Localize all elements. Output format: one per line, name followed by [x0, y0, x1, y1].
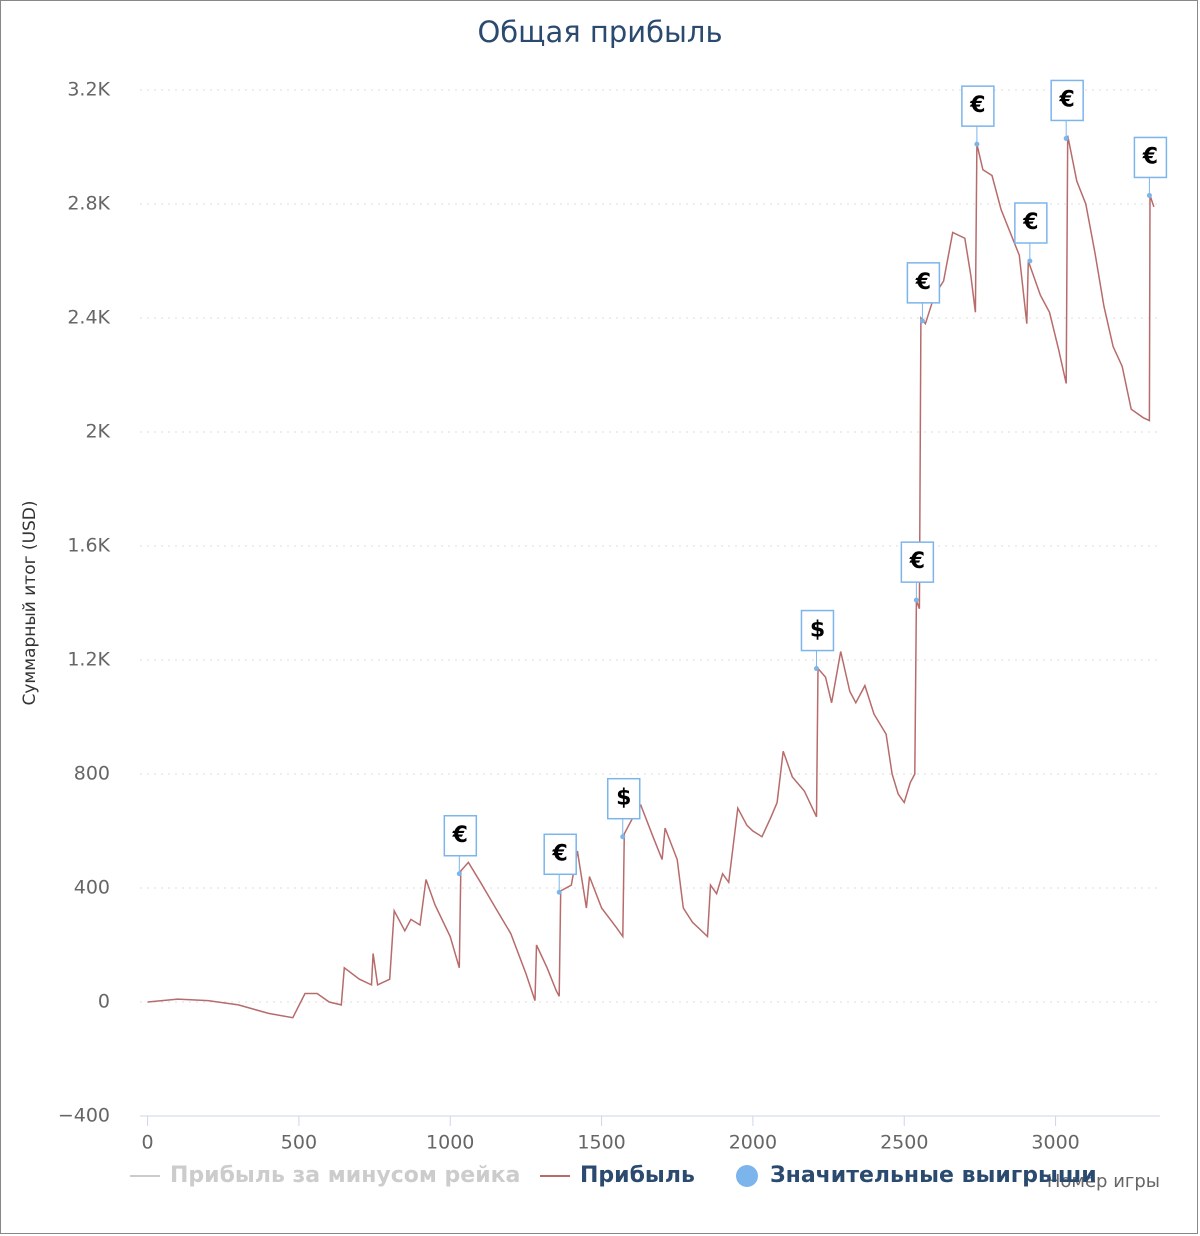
- x-axis-label: Номер игры: [1047, 1171, 1160, 1192]
- y-axis-label: Суммарный итог (USD): [20, 500, 40, 705]
- profit-line: [147, 135, 1155, 1019]
- win-point: [456, 871, 462, 877]
- win-point: [1063, 135, 1069, 141]
- flag-box: [607, 777, 641, 820]
- x-tick-label: 1500: [577, 1132, 625, 1154]
- flag-box: [961, 85, 995, 127]
- win-point: [620, 834, 626, 840]
- legend-symbol: [736, 1165, 758, 1187]
- flag-label: €: [1022, 210, 1038, 235]
- y-tick-label: −400: [58, 1105, 110, 1127]
- y-tick-label: 400: [74, 877, 110, 899]
- x-tick-label: 2000: [729, 1132, 777, 1154]
- flag-label: €: [1059, 87, 1075, 112]
- chart-title: Общая прибыль: [477, 15, 722, 49]
- win-flag: €: [1014, 202, 1048, 264]
- y-tick-label: 2.8K: [67, 193, 110, 215]
- win-point: [556, 889, 562, 895]
- win-point: [919, 318, 925, 324]
- flag-box: [900, 541, 935, 583]
- flag-label: €: [1142, 144, 1158, 169]
- x-tick-label: 2500: [880, 1132, 928, 1154]
- flag-label: €: [915, 270, 931, 295]
- x-tick-label: 3000: [1031, 1132, 1079, 1154]
- x-tick-label: 0: [142, 1132, 154, 1154]
- win-flag: €: [900, 541, 935, 603]
- legend-label[interactable]: Прибыль: [580, 1163, 695, 1188]
- flag-label: $: [810, 618, 825, 643]
- win-flag: €: [1133, 136, 1168, 198]
- x-tick-label: 1000: [426, 1132, 474, 1154]
- flag-box: [443, 815, 478, 857]
- y-tick-label: 0: [98, 991, 110, 1013]
- flag-box: [1133, 136, 1168, 179]
- win-point: [1146, 192, 1152, 198]
- flag-label: €: [552, 841, 568, 866]
- y-tick-label: 2K: [85, 421, 110, 443]
- legend-label[interactable]: Значительные выигрыши: [770, 1163, 1097, 1188]
- win-flag: €: [543, 833, 577, 895]
- win-flag: $: [800, 609, 835, 672]
- flag-box: [1014, 202, 1048, 244]
- win-point: [1027, 258, 1033, 264]
- flag-box: [543, 833, 577, 876]
- y-tick-label: 2.4K: [67, 307, 110, 329]
- legend-label[interactable]: Прибыль за минусом рейка: [170, 1163, 520, 1188]
- flag-label: €: [909, 549, 925, 574]
- flag-box: [906, 262, 941, 304]
- win-point: [913, 597, 919, 603]
- y-tick-label: 1.2K: [67, 649, 110, 671]
- win-flag: €: [443, 815, 478, 877]
- flag-label: €: [452, 823, 468, 848]
- flag-box: [800, 609, 835, 652]
- win-flag: €: [906, 262, 941, 324]
- y-tick-label: 800: [74, 763, 110, 785]
- y-tick-label: 1.6K: [67, 535, 110, 557]
- x-tick-label: 500: [281, 1132, 317, 1154]
- win-flag: $: [607, 777, 641, 840]
- win-point: [974, 141, 980, 147]
- y-tick-label: 3.2K: [67, 79, 110, 101]
- flag-label: €: [969, 93, 985, 118]
- win-flag: €: [1050, 79, 1084, 141]
- flag-box: [1050, 79, 1084, 122]
- flag-label: $: [616, 786, 631, 811]
- win-point: [813, 666, 819, 672]
- win-flag: €: [961, 85, 995, 147]
